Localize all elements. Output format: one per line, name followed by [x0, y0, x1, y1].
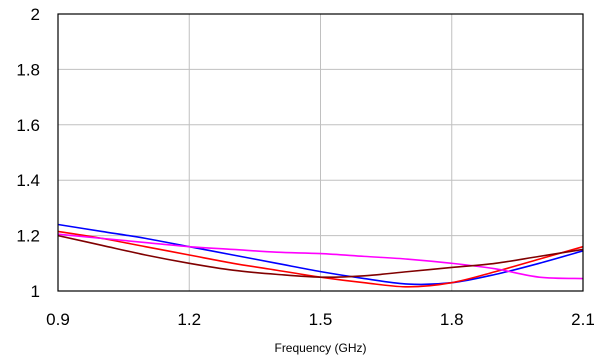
series-line-1 [57, 223, 584, 286]
y-tick-label: 1.8 [16, 60, 40, 79]
series-layer [57, 223, 584, 288]
x-tick-label: 0.9 [46, 310, 70, 329]
y-tick-label: 1.4 [16, 171, 40, 190]
x-tick-label: 1.2 [177, 310, 201, 329]
x-axis-label: Frequency (GHz) [274, 341, 366, 355]
series-line-3 [57, 233, 584, 280]
plot-frame [57, 13, 584, 292]
x-tick-label: 1.8 [440, 310, 464, 329]
y-tick-label: 1.2 [16, 227, 40, 246]
y-tick-label: 2 [31, 5, 40, 24]
y-tick-label: 1 [31, 282, 40, 301]
grid-layer [58, 14, 583, 291]
x-tick-label: 1.5 [309, 310, 333, 329]
tick-layer: 0.9 1.2 1.5 1.8 2.1 1 1.2 1.4 1.6 1.8 2 [16, 5, 594, 329]
series-line-4 [57, 234, 584, 278]
x-tick-label: 2.1 [571, 310, 595, 329]
y-tick-label: 1.6 [16, 116, 40, 135]
